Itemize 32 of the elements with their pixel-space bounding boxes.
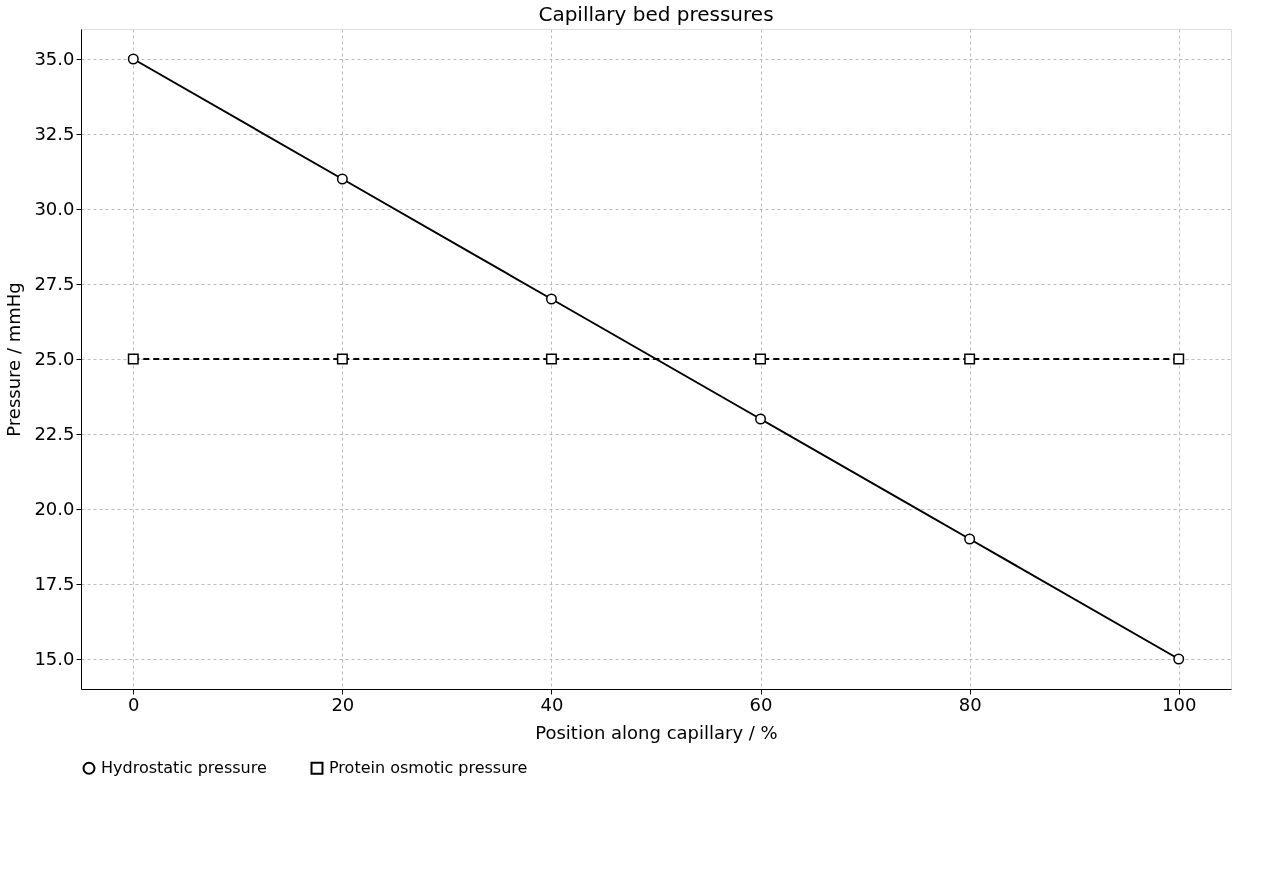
point	[336, 353, 348, 365]
x-tick-label: 40	[540, 693, 564, 715]
y-tick-label: 27.5	[34, 272, 75, 294]
x-tick-label: 0	[128, 693, 140, 715]
point	[755, 353, 767, 365]
point	[545, 293, 557, 305]
point	[545, 353, 557, 365]
y-tick-label: 15.0	[34, 647, 75, 669]
x-tick-label: 20	[331, 693, 355, 715]
chart-title: Capillary bed pressures	[538, 2, 774, 26]
x-tick-label: 60	[749, 693, 773, 715]
y-tick-label: 22.5	[34, 422, 75, 444]
point	[336, 173, 348, 185]
y-tick-label: 20.0	[34, 497, 75, 519]
x-tick-label: 100	[1162, 693, 1197, 715]
point	[964, 353, 976, 365]
y-axis-title: Pressure / mmHg	[3, 282, 25, 437]
legend-label: Protein osmotic pressure	[329, 758, 528, 778]
x-axis-title: Position along capillary / %	[535, 721, 778, 743]
y-tick-label: 30.0	[34, 197, 75, 219]
point	[1173, 653, 1185, 665]
y-tick-label: 17.5	[34, 572, 75, 594]
point	[964, 533, 976, 545]
y-tick-label: 32.5	[34, 122, 75, 144]
legend-label: Hydrostatic pressure	[101, 758, 267, 778]
y-tick-label: 25.0	[34, 347, 75, 369]
y-tick-label: 35.0	[34, 47, 75, 69]
point	[127, 353, 139, 365]
point	[755, 413, 767, 425]
x-tick-label: 80	[958, 693, 982, 715]
point	[127, 53, 139, 65]
point	[1173, 353, 1185, 365]
